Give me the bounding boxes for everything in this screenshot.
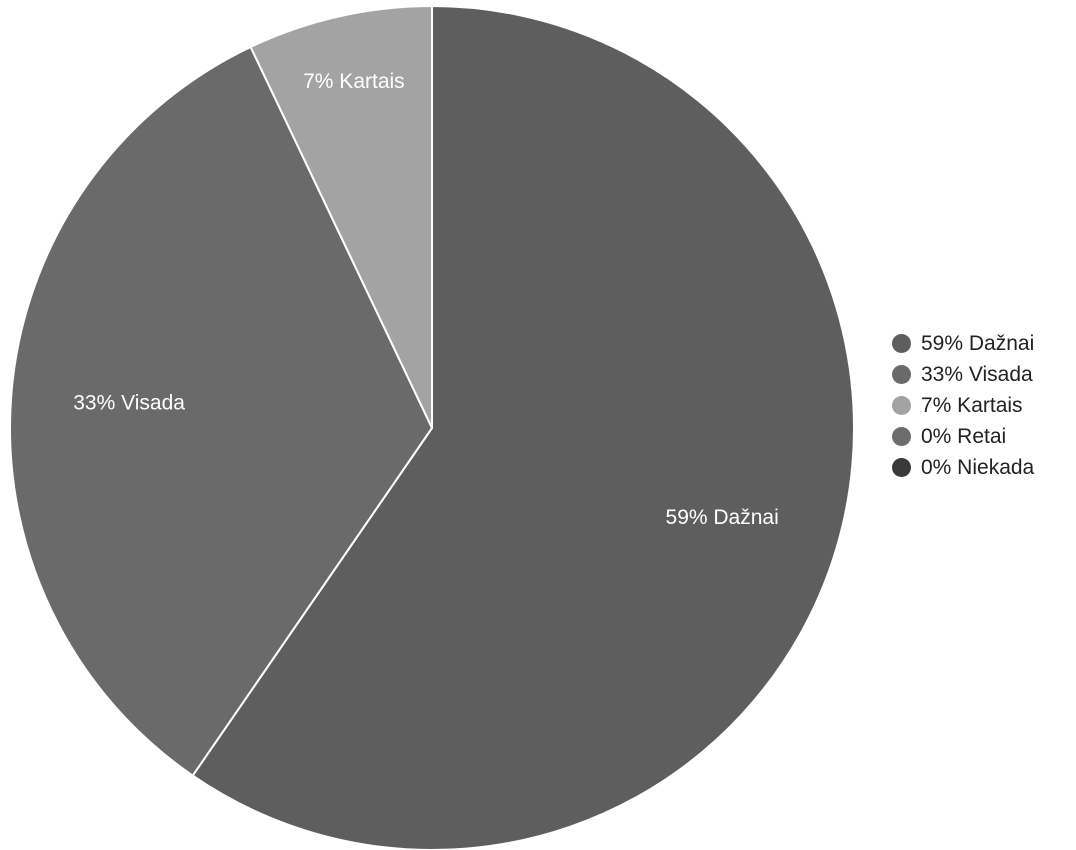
pie-slices xyxy=(9,4,856,850)
legend-label: 7% Kartais xyxy=(921,393,1023,417)
legend-label: 0% Niekada xyxy=(921,455,1035,479)
legend-swatch xyxy=(892,396,911,415)
legend-label: 59% Dažnai xyxy=(921,331,1035,355)
slice-label-kartais: 7% Kartais xyxy=(303,70,405,93)
legend-item-niekada: 0% Niekada xyxy=(892,452,1034,483)
slice-label-visada: 33% Visada xyxy=(73,391,185,414)
pie-slice-kartais xyxy=(249,4,433,429)
legend-item-visada: 33% Visada xyxy=(892,359,1034,390)
pie-slice-visada xyxy=(9,45,434,777)
slice-label-dažnai: 59% Dažnai xyxy=(666,506,779,529)
legend-item-kartais: 7% Kartais xyxy=(892,390,1034,421)
legend-item-dažnai: 59% Dažnai xyxy=(892,328,1034,359)
legend-swatch xyxy=(892,334,911,353)
legend-swatch xyxy=(892,365,911,384)
chart-legend: 59% Dažnai 33% Visada 7% Kartais 0% Retai 0%… xyxy=(892,328,1034,483)
legend-swatch xyxy=(892,458,911,477)
legend-label: 33% Visada xyxy=(921,362,1033,386)
legend-swatch xyxy=(892,427,911,446)
legend-label: 0% Retai xyxy=(921,424,1007,448)
pie-slice-labels: 59% Dažnai 33% Visada 7% Kartais xyxy=(73,70,778,529)
legend-item-retai: 0% Retai xyxy=(892,421,1034,452)
